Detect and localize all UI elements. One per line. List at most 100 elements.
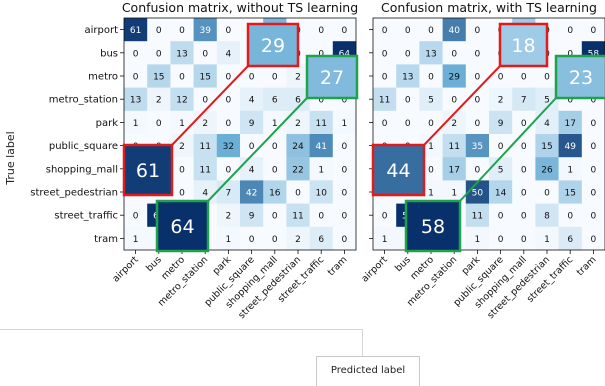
- heatmap-cell: [396, 110, 420, 135]
- callout-box: [155, 199, 210, 253]
- cell-value: 0: [521, 212, 527, 222]
- heatmap-cell: [512, 180, 536, 204]
- cell-value: 22: [292, 165, 303, 175]
- heatmap-cell: [489, 203, 513, 228]
- x-tick-label: airport: [359, 254, 389, 284]
- heatmap-cell: [216, 226, 241, 251]
- cell-value: 2: [179, 142, 185, 152]
- cell-value: 6: [272, 96, 278, 106]
- heatmap-cell: [240, 110, 264, 135]
- heatmap-cell: [286, 203, 310, 228]
- heatmap-cell: [535, 134, 559, 158]
- cell-value: 9: [498, 119, 504, 129]
- heatmap-cell: [240, 134, 264, 158]
- cell-value: 0: [521, 73, 527, 83]
- cell-value: 11: [199, 142, 210, 152]
- heatmap-cell: [147, 87, 171, 112]
- heatmap-cell: [193, 18, 218, 42]
- callout-box: [498, 22, 549, 68]
- cell-value: 6: [318, 235, 324, 245]
- cell-value: 0: [133, 49, 139, 59]
- cell-value: 32: [223, 142, 234, 152]
- heatmap-cell: [373, 203, 397, 228]
- cell-value: 0: [498, 73, 504, 83]
- heatmap-cell: [535, 157, 559, 181]
- callout-box: [122, 143, 174, 197]
- cell-value: 4: [226, 49, 232, 59]
- y-tick-label: bus: [100, 48, 118, 59]
- cell-value: 0: [498, 212, 504, 222]
- heatmap-cell: [419, 64, 443, 88]
- cell-value: 0: [226, 119, 232, 129]
- cell-value: 0: [226, 73, 232, 83]
- cell-value: 41: [315, 142, 326, 152]
- heatmap-cell: [332, 110, 357, 135]
- cell-value: 2: [295, 235, 301, 245]
- cell-value: 2: [295, 119, 301, 129]
- cell-value: 1: [475, 235, 481, 245]
- cell-value: 9: [249, 119, 255, 129]
- cell-value: 0: [591, 212, 597, 222]
- heatmap-cell: [124, 41, 148, 65]
- heatmap-cell: [240, 64, 264, 88]
- heatmap-cell: [286, 110, 310, 135]
- heatmap-cell: [558, 203, 583, 228]
- heatmap-cell: [147, 64, 171, 88]
- heatmap-cell: [489, 226, 513, 251]
- cell-value: 40: [448, 26, 460, 36]
- cell-value: 5: [498, 165, 504, 175]
- cell-value: 58: [588, 49, 600, 59]
- cell-value: 0: [318, 49, 324, 59]
- heatmap-cell: [419, 110, 443, 135]
- heatmap-cell: [373, 64, 397, 88]
- heatmap-cell: [581, 18, 605, 42]
- heatmap-cell: [442, 64, 467, 88]
- cell-value: 14: [495, 189, 507, 199]
- cell-value: 1: [544, 235, 550, 245]
- cell-value: 0: [249, 235, 255, 245]
- x-axis-label-box: Predicted label: [316, 356, 420, 386]
- chart-title: Confusion matrix, with TS learning: [381, 0, 597, 15]
- cell-value: 0: [591, 119, 597, 129]
- cell-value: 4: [249, 96, 255, 106]
- heatmap-cell: [581, 157, 605, 181]
- cell-value: 0: [295, 189, 301, 199]
- heatmap-cell: [170, 41, 194, 65]
- heatmap-cell: [558, 180, 583, 204]
- y-tick-label: park: [96, 118, 119, 129]
- heatmap-cell: [442, 180, 467, 204]
- cell-value: 35: [472, 142, 483, 152]
- callout-value: 18: [511, 35, 535, 57]
- cell-value: 2: [451, 119, 457, 129]
- cell-value: 1: [133, 235, 139, 245]
- heatmap-cell: [442, 110, 467, 135]
- cell-value: 10: [315, 189, 327, 199]
- heatmap-cell: [419, 18, 443, 42]
- heatmap-cell: [465, 87, 490, 112]
- cell-value: 0: [272, 142, 278, 152]
- heatmap-cell: [263, 87, 287, 112]
- callout-connector: [207, 97, 308, 202]
- heatmap-cell: [442, 87, 467, 112]
- heatmap-cell: [263, 180, 287, 204]
- heatmap-cell: [124, 64, 148, 88]
- heatmap-cell: [216, 134, 241, 158]
- cell-value: 0: [428, 165, 434, 175]
- cell-value: 0: [591, 96, 597, 106]
- heatmap-cell: [373, 18, 397, 42]
- cell-value: 2: [295, 73, 301, 83]
- cell-value: 4: [202, 189, 208, 199]
- callout-connector: [171, 65, 249, 146]
- cell-value: 0: [342, 212, 348, 222]
- cell-value: 8: [544, 212, 550, 222]
- callout-value: 61: [136, 160, 160, 182]
- heatmap-cell: [170, 157, 194, 181]
- heatmap-cell: [558, 134, 583, 158]
- cell-value: 0: [405, 119, 411, 129]
- heatmap-cell: [309, 203, 334, 228]
- cell-value: 0: [521, 189, 527, 199]
- heatmap-cell: [332, 180, 357, 204]
- heatmap-cell: [286, 226, 310, 251]
- heatmap-cell: [512, 157, 536, 181]
- heatmap-cell: [581, 226, 605, 251]
